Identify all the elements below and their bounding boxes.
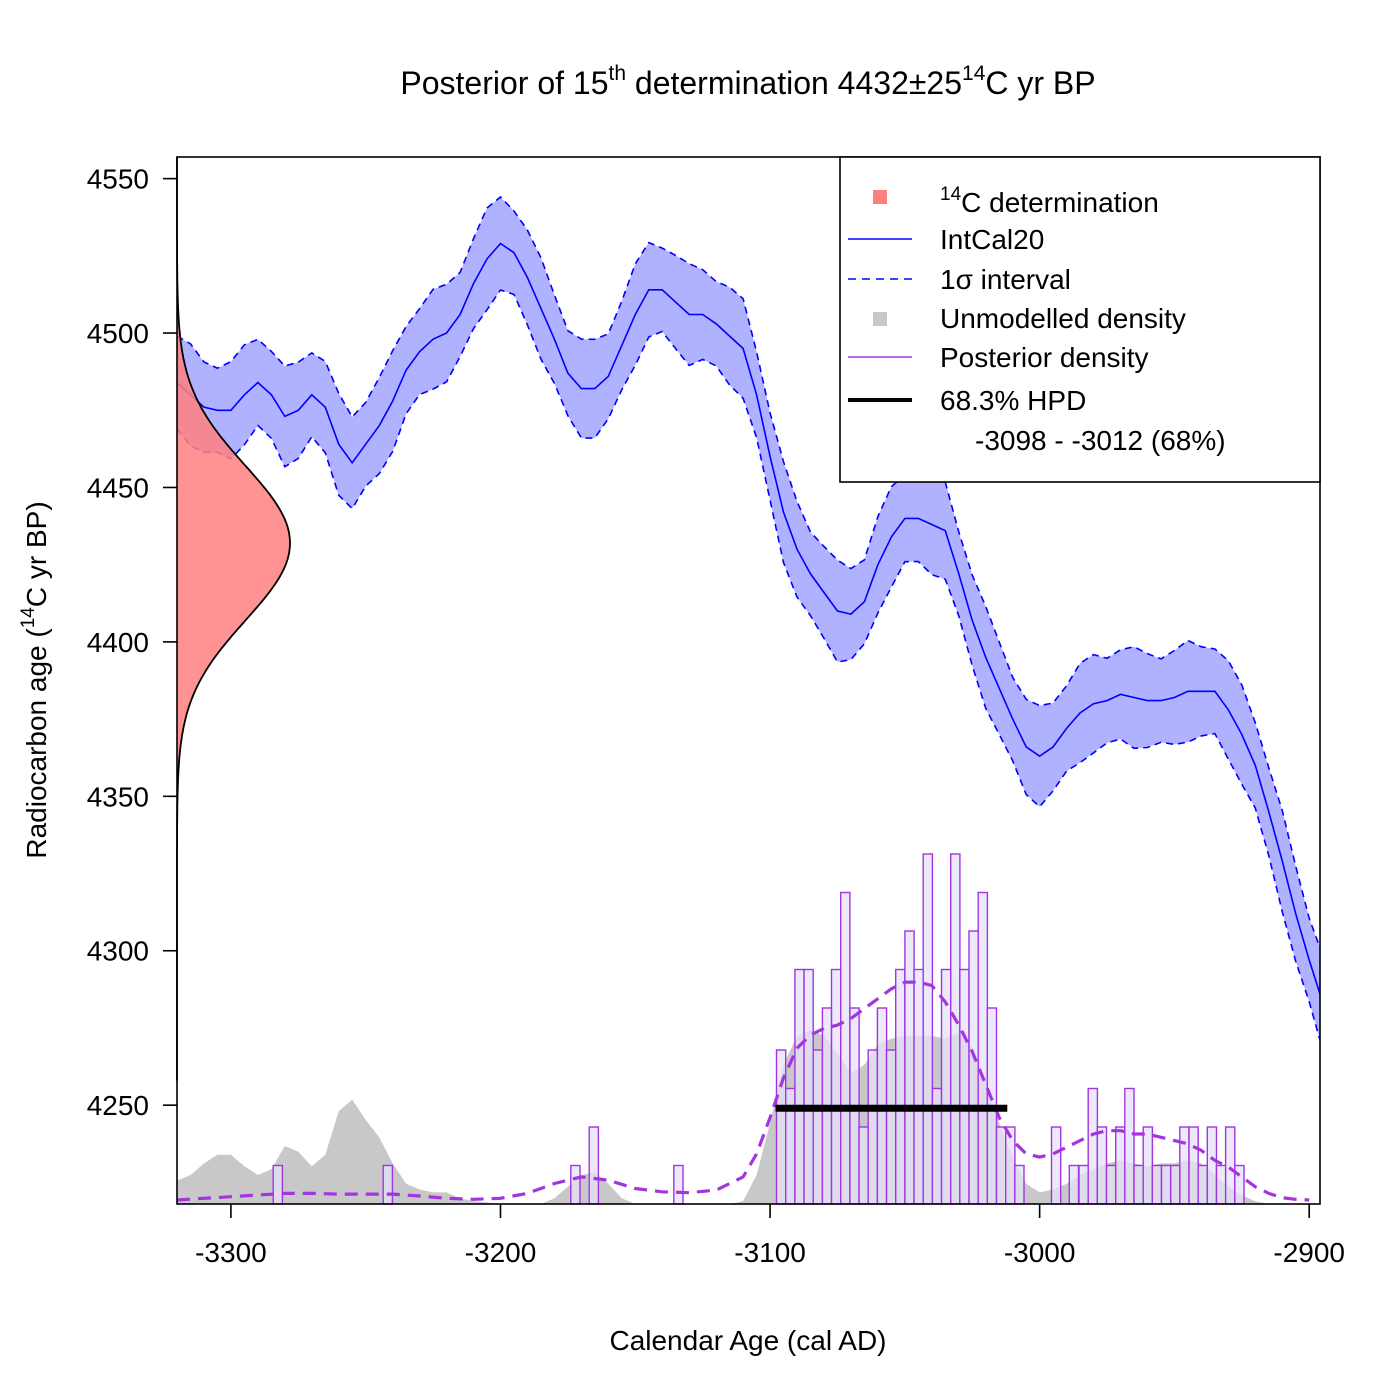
legend-posterior-label: Posterior density xyxy=(940,342,1149,373)
posterior-histogram-bar-45 xyxy=(1179,1126,1190,1205)
posterior-histogram-bar-21 xyxy=(922,853,934,1205)
y-tick-label: 4250 xyxy=(87,1090,149,1121)
posterior-histogram-bar-12 xyxy=(840,891,851,1205)
posterior-histogram-bar-26 xyxy=(968,930,979,1205)
posterior-histogram-bar-2 xyxy=(570,1164,581,1205)
intcal20-lower-sigma-line xyxy=(176,289,1321,1041)
y-tick-label: 4350 xyxy=(87,781,149,812)
posterior-histogram-bar-19 xyxy=(904,930,915,1205)
posterior-histogram-bar-14 xyxy=(858,1126,869,1205)
intcal20-layer xyxy=(176,195,1321,1041)
posterior-histogram-bar-33 xyxy=(1068,1164,1080,1205)
plot-frame xyxy=(176,156,1321,1205)
y-axis-label: Radiocarbon age (14C yr BP) xyxy=(18,501,52,858)
posterior-histogram-bar-17 xyxy=(885,1049,897,1205)
posterior-histogram-bar-20 xyxy=(913,968,924,1205)
posterior-curve-layer xyxy=(176,980,1310,1202)
posterior-histogram-bar-9 xyxy=(812,1049,824,1205)
legend-hpd-interval: -3098 - -3012 (68%) xyxy=(975,425,1226,456)
posterior-histogram-bar-29 xyxy=(995,1126,1007,1205)
posterior-histogram-bar-25 xyxy=(959,968,970,1205)
legend-intcal-label: IntCal20 xyxy=(940,224,1044,255)
y-tick-label: 4450 xyxy=(87,472,149,503)
chart-title: Posterior of 15th determination 4432±251… xyxy=(400,62,1095,101)
x-axis-label: Calendar Age (cal AD) xyxy=(609,1325,886,1356)
posterior-histogram-bar-34 xyxy=(1078,1164,1089,1205)
posterior-histogram-layer xyxy=(272,853,1245,1205)
posterior-histogram-bar-42 xyxy=(1151,1164,1163,1205)
posterior-histogram-bar-24 xyxy=(950,853,961,1205)
posterior-histogram-bar-44 xyxy=(1169,1164,1181,1205)
posterior-histogram-bar-4 xyxy=(673,1164,684,1205)
posterior-histogram-bar-49 xyxy=(1215,1164,1227,1205)
posterior-histogram-bar-5 xyxy=(775,1049,787,1205)
x-tick-label: -3100 xyxy=(734,1237,806,1268)
posterior-histogram-bar-27 xyxy=(977,891,989,1205)
posterior-histogram-bar-47 xyxy=(1197,1164,1209,1205)
legend-determination-label: 14C determination xyxy=(940,184,1159,218)
posterior-histogram-bar-18 xyxy=(895,968,906,1205)
posterior-histogram-bar-1 xyxy=(382,1164,394,1205)
legend-sigma-label: 1σ interval xyxy=(940,264,1071,295)
posterior-histogram-bar-36 xyxy=(1096,1126,1108,1205)
posterior-histogram-bar-41 xyxy=(1142,1126,1154,1205)
posterior-histogram-bar-37 xyxy=(1105,1164,1117,1205)
x-tick-label: -3000 xyxy=(1004,1237,1076,1268)
legend: 14C determination IntCal20 1σ interval U… xyxy=(839,156,1321,483)
posterior-histogram-bar-35 xyxy=(1087,1087,1099,1205)
posterior-histogram-bar-3 xyxy=(588,1126,600,1205)
posterior-histogram-bar-50 xyxy=(1224,1126,1236,1205)
posterior-histogram-bar-15 xyxy=(867,1049,879,1205)
posterior-histogram-bar-39 xyxy=(1124,1087,1135,1205)
x-tick-label: -3200 xyxy=(465,1237,537,1268)
y-tick-label: 4300 xyxy=(87,936,149,967)
posterior-histogram-bar-31 xyxy=(1014,1164,1025,1205)
y-tick-label: 4400 xyxy=(87,627,149,658)
posterior-density-curve xyxy=(176,980,1310,1202)
posterior-histogram-bar-11 xyxy=(830,968,842,1205)
x-tick-label: -2900 xyxy=(1273,1237,1345,1268)
y-tick-label: 4500 xyxy=(87,318,149,349)
posterior-histogram-bar-32 xyxy=(1050,1126,1062,1205)
posterior-histogram-bar-0 xyxy=(272,1164,284,1205)
posterior-histogram-bar-38 xyxy=(1114,1126,1126,1205)
legend-determination-swatch xyxy=(873,190,887,204)
legend-unmodelled-swatch xyxy=(873,312,887,326)
determination-density-area xyxy=(177,157,290,1081)
x-tick-label: -3300 xyxy=(195,1237,267,1268)
legend-unmodelled-label: Unmodelled density xyxy=(940,303,1186,334)
posterior-histogram-bar-8 xyxy=(803,968,814,1205)
y-axis: 4250 4300 4350 4400 4450 4500 4550 xyxy=(87,164,177,1121)
intcal20-curve xyxy=(176,242,1321,995)
posterior-histogram-bar-40 xyxy=(1133,1164,1144,1205)
legend-box xyxy=(839,156,1321,483)
determination-layer xyxy=(176,157,291,1081)
posterior-histogram-bar-46 xyxy=(1188,1126,1199,1205)
legend-hpd-label: 68.3% HPD xyxy=(940,385,1086,416)
posterior-histogram-bar-43 xyxy=(1160,1164,1172,1205)
posterior-histogram-bar-7 xyxy=(794,968,805,1205)
x-axis: -3300 -3200 -3100 -3000 -2900 xyxy=(195,1204,1345,1268)
posterior-histogram-bar-30 xyxy=(1005,1126,1016,1205)
y-tick-label: 4550 xyxy=(87,164,149,195)
posterior-histogram-bar-48 xyxy=(1206,1126,1218,1205)
